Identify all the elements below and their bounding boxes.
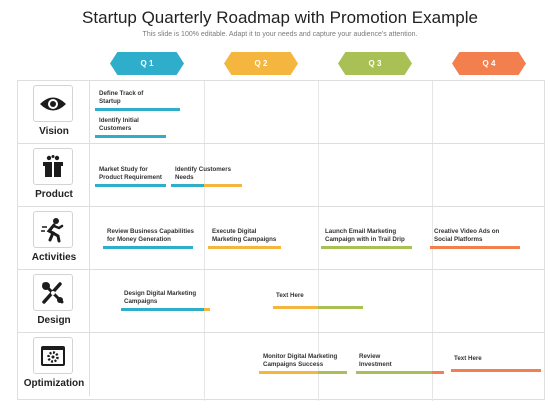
quarter-divider [318,81,319,401]
quarter-label: Q 2 [254,59,268,68]
page-title: Startup Quarterly Roadmap with Promotion… [82,8,478,27]
design-tools-icon [33,274,73,311]
task-bar [95,108,180,111]
task-bar [321,246,412,249]
task-bar [204,308,210,311]
row-design: Design Design Digital Marketing Campaigns… [18,270,544,333]
task-label: Design Digital Marketing Campaigns [124,290,197,305]
row-label: Optimization [23,378,85,389]
task-bar [204,184,242,187]
task-bar [432,371,444,374]
task-label: Identify Initial Customers [99,117,139,132]
task-label: Launch Email Marketing Campaign with in T… [325,228,405,243]
task-label: Review Investment [359,353,392,368]
quarter-header-q3: Q 3 [338,52,412,75]
task-bar [171,184,204,187]
task-bar [95,184,166,187]
quarter-label: Q 1 [140,59,154,68]
task-bar [318,306,363,309]
task-bar [95,135,166,138]
row-label-cell: Optimization [18,333,90,396]
roadmap-grid: Vision Define Track of Startup Identify I… [17,80,545,401]
task-bar [103,246,193,249]
gift-box-icon [33,148,73,185]
task-bar [430,246,520,249]
browser-gear-icon [33,337,73,374]
task-label: Define Track of Startup [99,90,144,105]
task-label: Market Study for Product Requirement [99,166,162,181]
quarter-header-q4: Q 4 [452,52,526,75]
quarter-divider [204,81,205,401]
task-label: Creative Video Ads on Social Platforms [434,228,500,243]
page-subtitle: This slide is 100% editable. Adapt it to… [142,31,418,38]
task-bar [356,371,432,374]
row-product: Product Market Study for Product Requirem… [18,144,544,207]
row-label-cell: Activities [18,207,90,269]
row-label: Product [35,189,73,200]
row-activities: Activities Review Business Capabilities f… [18,207,544,270]
row-label: Design [37,315,71,326]
row-label-cell: Design [18,270,90,332]
task-bar [451,369,541,372]
task-bar [208,246,281,249]
row-label: Activities [31,252,77,263]
task-label: Text Here [454,355,482,362]
quarter-header-q1: Q 1 [110,52,184,75]
row-optimization: Optimization Monitor Digital Marketing Ca… [18,333,544,396]
eye-icon [33,85,73,122]
task-bar [259,371,318,374]
row-label-cell: Vision [18,81,90,143]
task-label: Text Here [276,292,304,299]
task-label: Execute Digital Marketing Campaigns [212,228,277,243]
row-vision: Vision Define Track of Startup Identify I… [18,81,544,144]
quarter-header-q2: Q 2 [224,52,298,75]
task-label: Monitor Digital Marketing Campaigns Succe… [263,353,338,368]
task-bar [121,308,204,311]
row-label-cell: Product [18,144,90,206]
task-bar [318,371,347,374]
quarter-label: Q 4 [482,59,496,68]
quarter-label: Q 3 [368,59,382,68]
task-label: Review Business Capabilities for Money Ge… [107,228,195,243]
running-person-icon [33,211,73,248]
task-label: Identify Customers Needs [175,166,232,181]
row-label: Vision [39,126,69,137]
quarter-divider [432,81,433,401]
task-bar [273,306,318,309]
